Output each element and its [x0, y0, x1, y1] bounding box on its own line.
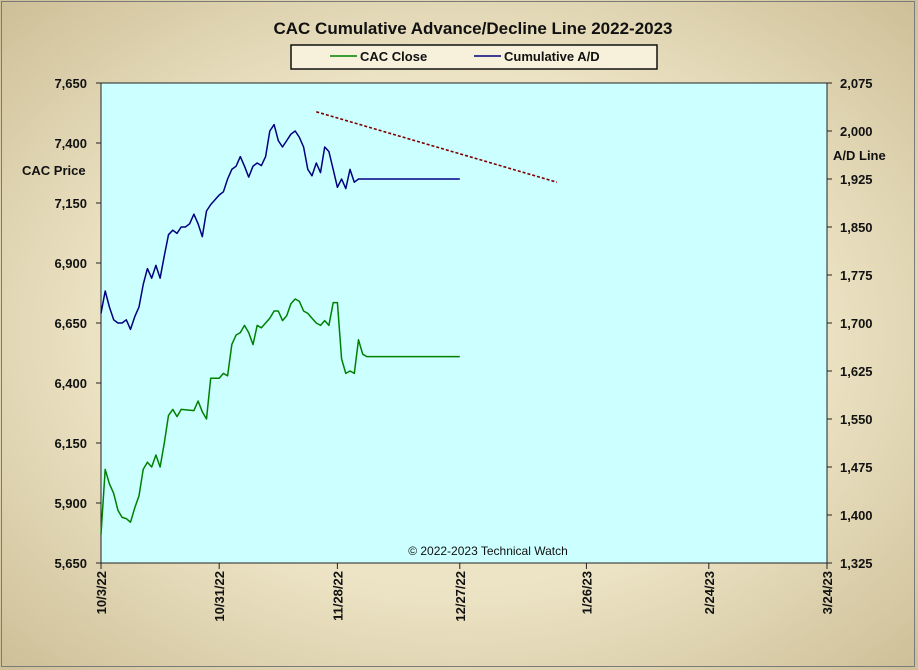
legend: CAC Close Cumulative A/D: [290, 44, 658, 70]
y-right-tick-label: 2,075: [840, 76, 873, 91]
y-left-tick-label: 6,650: [54, 316, 87, 331]
y-right-tick-label: 1,325: [840, 556, 873, 571]
y-left-tick-label: 6,150: [54, 436, 87, 451]
series-layer: [100, 111, 558, 535]
y-right-tick-label: 2,000: [840, 124, 873, 139]
plot-area: [100, 82, 828, 564]
legend-label-cumulative-ad: Cumulative A/D: [504, 49, 600, 64]
y-right-tick-label: 1,625: [840, 364, 873, 379]
y-left-tick-label: 6,900: [54, 256, 87, 271]
copyright-text: © 2022-2023 Technical Watch: [408, 544, 568, 558]
chart-title: CAC Cumulative Advance/Decline Line 2022…: [273, 19, 672, 38]
y-right-tick-label: 1,475: [840, 460, 873, 475]
x-tick-label: 10/3/22: [94, 571, 109, 614]
y-left-tick-label: 6,400: [54, 376, 87, 391]
x-tick-label: 11/28/22: [330, 571, 345, 621]
y-right-tick-label: 1,400: [840, 508, 873, 523]
y-axis-right: 1,325 1,400 1,475 1,550 1,625 1,700 1,775 1,850…: [827, 76, 873, 571]
y-axis-left: 5,650 5,900 6,150 6,400 6,650 6,900 7,150 7,400…: [54, 76, 101, 571]
x-axis: 10/3/22 10/31/22 11/28/22 12/27/22 1/26/23 2/…: [94, 563, 835, 622]
y-right-tick-label: 1,550: [840, 412, 873, 427]
y-right-tick-label: 1,925: [840, 172, 873, 187]
y-right-tick-label: 1,850: [840, 220, 873, 235]
y-left-tick-label: 5,900: [54, 496, 87, 511]
y-left-tick-label: 7,650: [54, 76, 87, 91]
y-right-tick-label: 1,700: [840, 316, 873, 331]
y-axis-left-title: CAC Price: [22, 163, 86, 178]
x-tick-label: 12/27/22: [453, 571, 468, 622]
y-right-tick-label: 1,775: [840, 268, 873, 283]
legend-box: [290, 44, 658, 70]
legend-label-cac-close: CAC Close: [360, 49, 427, 64]
y-left-tick-label: 7,400: [54, 136, 87, 151]
series-line-cac-close: [100, 298, 460, 535]
trendline: [316, 111, 558, 183]
x-tick-label: 1/26/23: [579, 571, 594, 614]
x-tick-label: 2/24/23: [702, 571, 717, 614]
y-left-tick-label: 7,150: [54, 196, 87, 211]
y-axis-right-title: A/D Line: [833, 148, 886, 163]
x-tick-label: 3/24/23: [820, 571, 835, 614]
y-left-tick-label: 5,650: [54, 556, 87, 571]
x-tick-label: 10/31/22: [212, 571, 227, 622]
series-line-cumulative-ad: [100, 123, 460, 331]
